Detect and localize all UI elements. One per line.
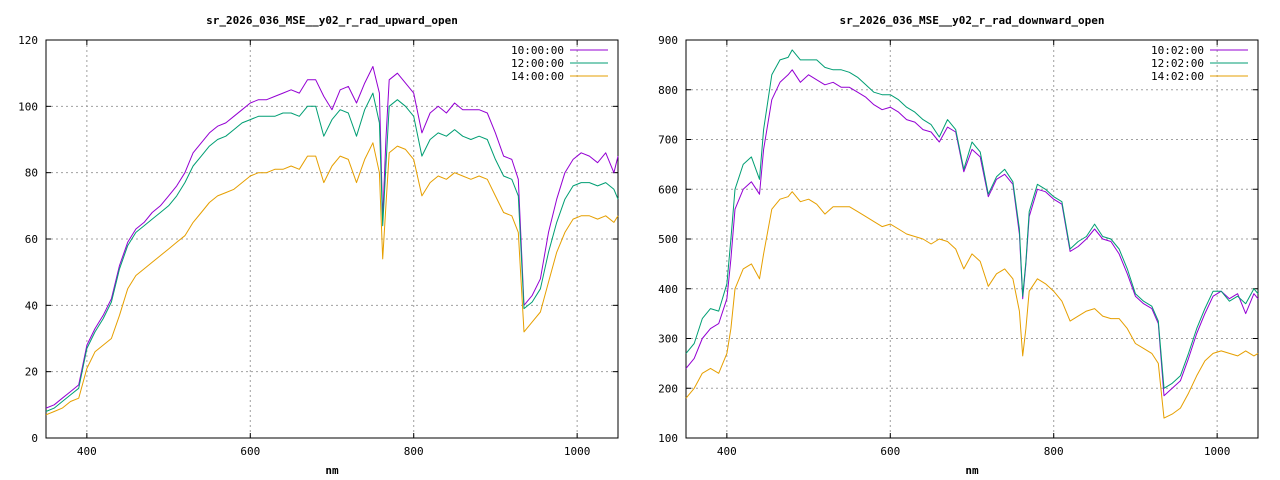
- x-tick-label: 400: [717, 445, 737, 458]
- y-tick-label: 700: [658, 134, 678, 147]
- series-line-2: [45, 142, 619, 416]
- x-tick-label: 600: [240, 445, 260, 458]
- legend-label: 12:00:00: [511, 57, 564, 70]
- series-line-0: [685, 69, 1259, 397]
- y-tick-label: 0: [31, 432, 38, 445]
- chart-title: sr_2026_036_MSE__y02_r_rad_downward_open: [840, 14, 1105, 27]
- y-tick-label: 900: [658, 34, 678, 47]
- y-tick-label: 60: [25, 233, 38, 246]
- y-tick-label: 80: [25, 167, 38, 180]
- y-tick-label: 600: [658, 183, 678, 196]
- chart-panel-downward: sr_2026_036_MSE__y02_r_rad_downward_open…: [640, 0, 1280, 480]
- legend-label: 10:02:00: [1151, 44, 1204, 57]
- series-line-1: [45, 92, 619, 412]
- y-tick-label: 100: [18, 100, 38, 113]
- x-axis-label: nm: [325, 464, 339, 477]
- plot-frame: [685, 39, 1259, 439]
- x-tick-label: 1000: [564, 445, 591, 458]
- chart-panel-upward: sr_2026_036_MSE__y02_r_rad_upward_open 0 2…: [18, 14, 619, 477]
- y-tick-label: 20: [25, 366, 38, 379]
- y-tick-label: 100: [658, 432, 678, 445]
- x-tick-label: 800: [404, 445, 424, 458]
- x-axis-label: nm: [965, 464, 979, 477]
- plot-frame: [45, 39, 619, 439]
- legend-label: 14:02:00: [1151, 70, 1204, 83]
- x-tick-label: 1000: [1204, 445, 1231, 458]
- series-line-0: [45, 66, 619, 409]
- x-tick-label: 400: [77, 445, 97, 458]
- chart-downward: sr_2026_036_MSE__y02_r_rad_downward_open…: [658, 14, 1259, 477]
- x-tick-label: 600: [880, 445, 900, 458]
- chart-upward: sr_2026_036_MSE__y02_r_rad_upward_open 0 2…: [18, 14, 619, 477]
- y-tick-label: 120: [18, 34, 38, 47]
- legend-label: 14:00:00: [511, 70, 564, 83]
- chart-title: sr_2026_036_MSE__y02_r_rad_upward_open: [206, 14, 458, 27]
- x-tick-label: 800: [1044, 445, 1064, 458]
- y-tick-label: 300: [658, 333, 678, 346]
- series-line-1: [685, 49, 1259, 389]
- y-tick-label: 400: [658, 283, 678, 296]
- legend-label: 12:02:00: [1151, 57, 1204, 70]
- legend-label: 10:00:00: [511, 44, 564, 57]
- y-tick-label: 40: [25, 299, 38, 312]
- y-tick-label: 800: [658, 84, 678, 97]
- y-tick-label: 500: [658, 233, 678, 246]
- series-line-2: [685, 191, 1259, 419]
- y-tick-label: 200: [658, 382, 678, 395]
